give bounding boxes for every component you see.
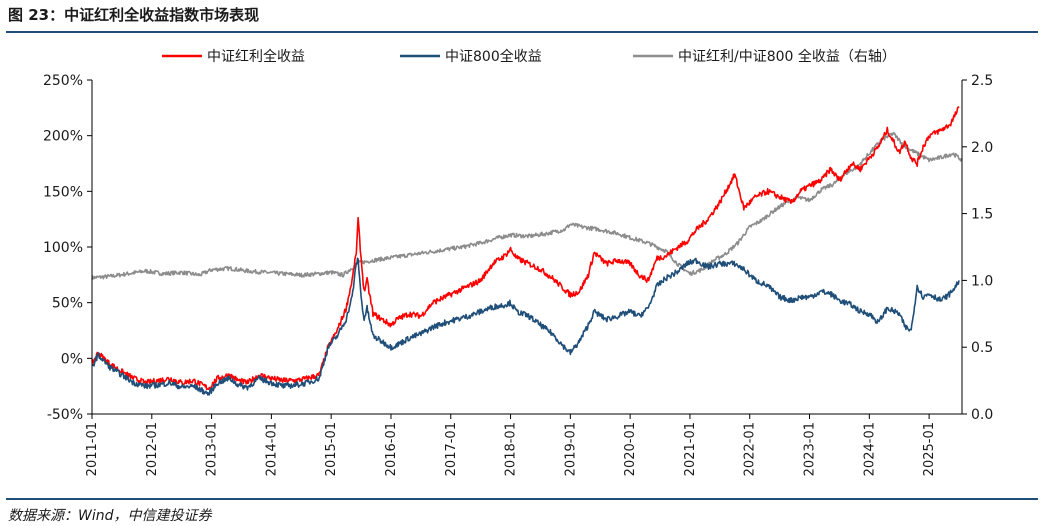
left-axis-tick-label: 200% bbox=[43, 129, 83, 145]
left-axis-tick-label: -50% bbox=[47, 407, 83, 423]
left-axis-tick-label: 150% bbox=[43, 184, 83, 200]
x-axis-tick-label: 2013-01 bbox=[205, 422, 220, 476]
right-axis-tick-label: 0.5 bbox=[971, 340, 993, 356]
left-axis-tick-label: 0% bbox=[61, 351, 83, 367]
series-lines bbox=[91, 106, 963, 396]
x-axis-tick-label: 2024-01 bbox=[862, 422, 877, 476]
source-note: 数据来源：Wind，中信建投证券 bbox=[8, 508, 212, 524]
dividend-total-return-line bbox=[91, 106, 960, 391]
figure-title: 图 23：中证红利全收益指数市场表现 bbox=[8, 6, 260, 24]
x-axis-tick-label: 2022-01 bbox=[743, 422, 758, 476]
right-axis-tick-label: 2.5 bbox=[971, 73, 993, 89]
source-rule bbox=[6, 498, 1038, 500]
chart-axes: -50% 0% 50% 100% 150% 200% 250% 0.0 0.5 1.0 1.5 2.0… bbox=[43, 73, 993, 476]
x-axis-tick-label: 2019-01 bbox=[563, 422, 578, 476]
csi800-total-return-line bbox=[91, 257, 960, 396]
x-axis-tick-label: 2021-01 bbox=[683, 422, 698, 476]
legend-dividend-label: 中证红利全收益 bbox=[207, 48, 305, 65]
x-axis-tick-label: 2015-01 bbox=[324, 422, 339, 476]
legend-csi800-label: 中证800全收益 bbox=[445, 48, 542, 65]
legend-ratio-label: 中证红利/中证800 全收益（右轴） bbox=[678, 48, 896, 65]
right-axis-tick-label: 2.0 bbox=[971, 140, 993, 156]
x-axis-tick-label: 2017-01 bbox=[444, 422, 459, 476]
x-axis-tick-label: 2020-01 bbox=[623, 422, 638, 476]
left-axis-tick-label: 100% bbox=[43, 240, 83, 256]
x-axis-tick-label: 2025-01 bbox=[922, 422, 937, 476]
x-axis-tick-label: 2014-01 bbox=[264, 422, 279, 476]
right-axis-tick-label: 1.0 bbox=[971, 273, 993, 289]
left-axis-tick-label: 50% bbox=[52, 296, 83, 312]
x-axis-tick-label: 2016-01 bbox=[384, 422, 399, 476]
x-axis-tick-label: 2012-01 bbox=[145, 422, 160, 476]
right-axis-tick-label: 1.5 bbox=[971, 207, 993, 223]
x-axis-tick-label: 2023-01 bbox=[803, 422, 818, 476]
left-axis-tick-label: 250% bbox=[43, 73, 83, 89]
ratio-line bbox=[91, 131, 963, 280]
right-axis-tick-label: 0.0 bbox=[971, 407, 993, 423]
chart-legend: 中证红利全收益 中证800全收益 中证红利/中证800 全收益（右轴） bbox=[162, 48, 896, 65]
x-axis-tick-label: 2018-01 bbox=[504, 422, 519, 476]
title-rule bbox=[6, 31, 1038, 33]
x-axis-tick-label: 2011-01 bbox=[85, 422, 100, 476]
